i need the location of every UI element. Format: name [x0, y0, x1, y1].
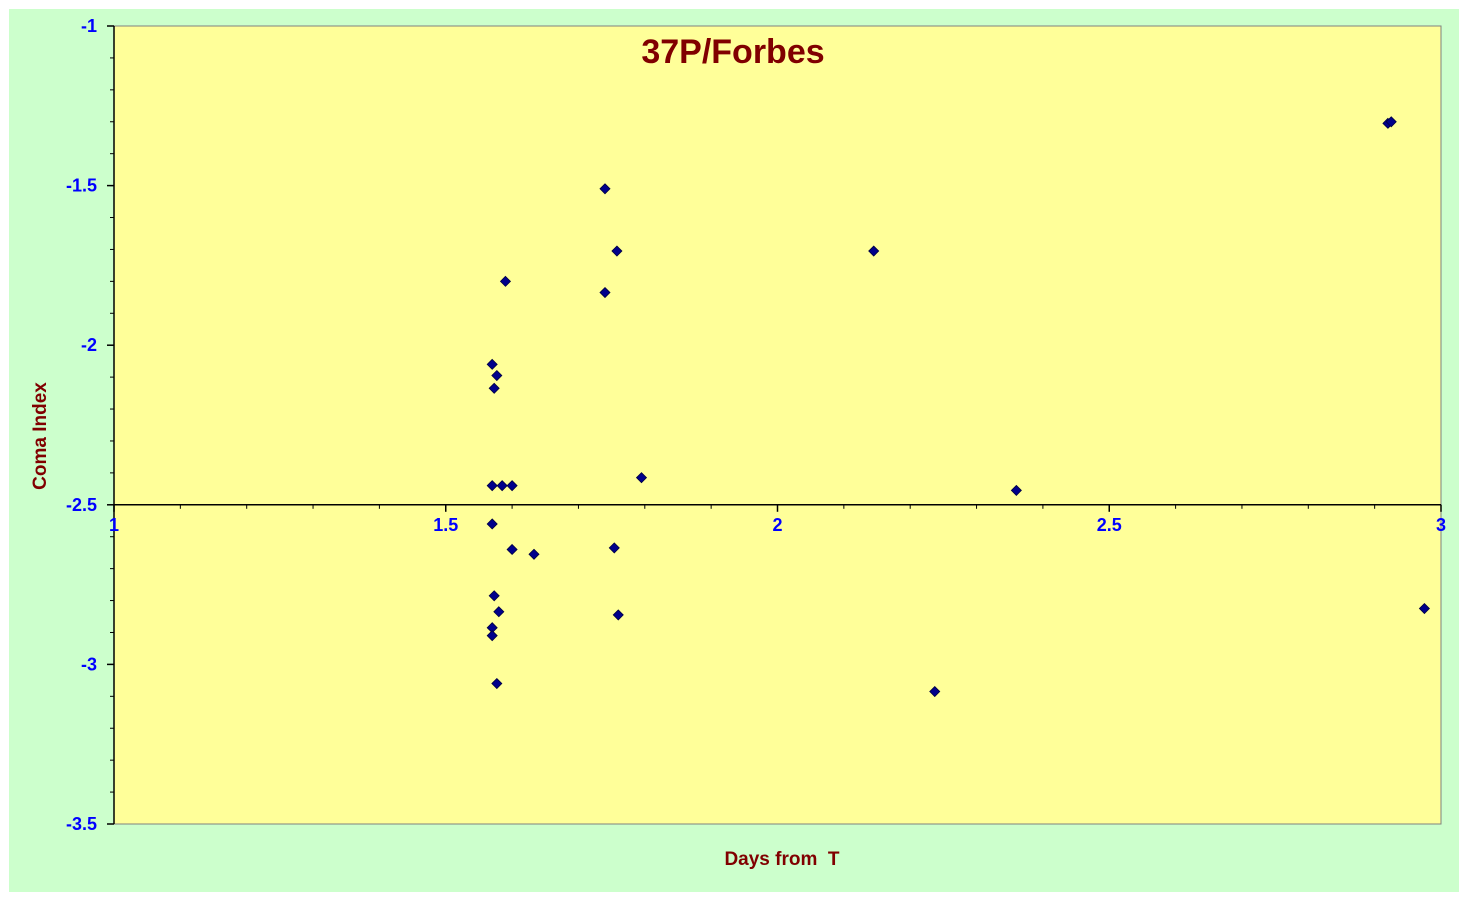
scatter-chart: -1-1.5-2-2.5-3-3.5 1 1.5 2 2.5 3 37P/Forbes … — [30, 16, 1446, 870]
y-axis: -1 -1.5 -2 -2.5 -3 -3.5 — [66, 16, 115, 834]
y-tick-label: -2.5 — [66, 495, 97, 515]
y-axis-title: Coma Index — [30, 382, 51, 490]
y-tick-label: -2 — [81, 335, 97, 355]
y-tick-label: -3.5 — [66, 814, 97, 834]
y-tick-label: -1.5 — [66, 176, 97, 196]
x-tick-label: 2.5 — [1097, 515, 1122, 535]
data-point — [929, 685, 941, 698]
data-point — [1385, 116, 1397, 128]
data-point — [486, 630, 498, 642]
y-tick-label: -1 — [81, 16, 97, 36]
data-point — [488, 590, 500, 602]
data-point — [599, 286, 611, 299]
data-point — [493, 606, 505, 618]
data-point — [868, 245, 880, 257]
data-points — [486, 116, 1430, 698]
data-point — [506, 543, 518, 556]
x-axis-title: Days from T — [724, 849, 839, 870]
data-point — [486, 358, 498, 370]
data-point — [488, 382, 500, 394]
y-tick-label: -3 — [81, 654, 97, 674]
data-point — [1418, 602, 1430, 615]
data-point — [499, 275, 512, 287]
data-point — [528, 548, 540, 560]
data-point — [1010, 484, 1022, 497]
x-axis: 1 1.5 2 2.5 3 — [109, 504, 1446, 535]
chart-title: 37P/Forbes — [641, 33, 824, 71]
data-point — [506, 480, 518, 492]
data-point — [599, 183, 611, 195]
data-point — [635, 472, 648, 484]
data-point — [608, 542, 620, 554]
chart-area: -1 -1.5 -2 -2.5 -3 -3.5 1 1.5 2 2.5 3 37P/Forbes … — [9, 9, 1459, 892]
x-tick-label: 3 — [1436, 515, 1446, 535]
x-tick-label: 1 — [109, 515, 119, 535]
plot-area — [113, 25, 1442, 825]
data-point — [491, 677, 503, 690]
data-point — [491, 369, 503, 382]
data-point — [611, 245, 623, 257]
x-tick-label: 2 — [772, 515, 782, 535]
data-point — [612, 609, 624, 621]
x-tick-label: 1.5 — [433, 515, 458, 535]
data-point — [486, 480, 498, 492]
data-point — [486, 518, 498, 530]
data-point — [496, 480, 508, 492]
